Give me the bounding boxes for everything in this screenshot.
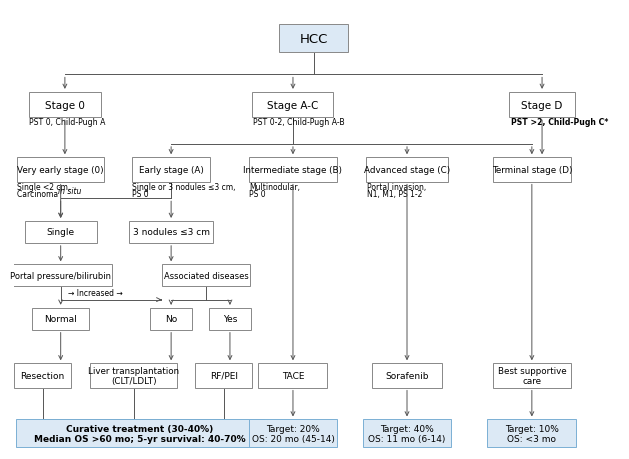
Text: Advanced stage (C): Advanced stage (C) <box>364 166 450 174</box>
Bar <box>129 221 213 243</box>
Bar <box>487 420 576 447</box>
Bar <box>493 158 571 182</box>
Text: Portal invasion,: Portal invasion, <box>367 183 426 192</box>
Text: Sorafenib: Sorafenib <box>385 371 429 380</box>
Text: Yes: Yes <box>223 314 237 324</box>
Bar <box>509 93 575 118</box>
Text: PS 0: PS 0 <box>132 190 148 199</box>
Text: Terminal stage (D): Terminal stage (D) <box>492 166 572 174</box>
Bar <box>279 24 348 53</box>
Bar <box>17 158 104 182</box>
Bar <box>252 93 333 118</box>
Bar <box>16 420 264 447</box>
Bar <box>162 265 250 287</box>
Bar <box>259 364 328 388</box>
Text: Resection: Resection <box>21 371 65 380</box>
Text: PST 0, Child-Pugh A: PST 0, Child-Pugh A <box>29 118 105 127</box>
Text: Single: Single <box>47 228 75 237</box>
Text: Best supportive
care: Best supportive care <box>498 366 566 385</box>
Text: Target: 10%
OS: <3 mo: Target: 10% OS: <3 mo <box>505 424 559 443</box>
Bar <box>150 308 192 330</box>
Bar <box>209 308 251 330</box>
Text: Stage D: Stage D <box>521 101 563 110</box>
Text: Intermediate stage (B): Intermediate stage (B) <box>243 166 342 174</box>
Bar <box>196 364 252 388</box>
Text: PST >2, Child-Pugh C*: PST >2, Child-Pugh C* <box>511 118 608 127</box>
Bar <box>493 364 571 388</box>
Text: No: No <box>165 314 177 324</box>
Text: PST 0-2, Child-Pugh A-B: PST 0-2, Child-Pugh A-B <box>253 118 345 127</box>
Text: Stage A-C: Stage A-C <box>267 101 319 110</box>
Text: Stage 0: Stage 0 <box>45 101 85 110</box>
Bar <box>9 265 113 287</box>
Text: Early stage (A): Early stage (A) <box>138 166 204 174</box>
Text: Curative treatment (30-40%)
Median OS >60 mo; 5-yr survival: 40-70%: Curative treatment (30-40%) Median OS >6… <box>34 424 246 443</box>
Text: Multinodular,: Multinodular, <box>249 183 300 192</box>
Text: Liver transplantation
(CLT/LDLT): Liver transplantation (CLT/LDLT) <box>88 366 179 385</box>
Text: Carcinoma: Carcinoma <box>17 190 60 199</box>
Text: Single or 3 nodules ≤3 cm,: Single or 3 nodules ≤3 cm, <box>132 183 236 192</box>
Text: in situ: in situ <box>58 186 81 195</box>
Bar <box>248 158 337 182</box>
Bar <box>362 420 452 447</box>
Text: Very early stage (0): Very early stage (0) <box>18 166 104 174</box>
Bar <box>25 221 97 243</box>
Bar <box>372 364 442 388</box>
Text: PS 0: PS 0 <box>249 190 266 199</box>
Bar <box>367 158 447 182</box>
Bar <box>14 364 71 388</box>
Text: Single <2 cm,: Single <2 cm, <box>17 183 70 192</box>
Text: Target: 40%
OS: 11 mo (6-14): Target: 40% OS: 11 mo (6-14) <box>369 424 446 443</box>
Bar <box>132 158 210 182</box>
Text: → Increased →: → Increased → <box>68 288 123 297</box>
Bar <box>32 308 89 330</box>
Text: TACE: TACE <box>282 371 304 380</box>
Text: N1, M1, PS 1-2: N1, M1, PS 1-2 <box>367 190 422 199</box>
Text: HCC: HCC <box>300 33 328 45</box>
Text: Portal pressure/bilirubin: Portal pressure/bilirubin <box>10 271 111 280</box>
Text: Target: 20%
OS: 20 mo (45-14): Target: 20% OS: 20 mo (45-14) <box>252 424 335 443</box>
Text: Associated diseases: Associated diseases <box>164 271 248 280</box>
Bar <box>29 93 101 118</box>
Bar <box>91 364 177 388</box>
Text: Normal: Normal <box>44 314 77 324</box>
Text: RF/PEI: RF/PEI <box>210 371 238 380</box>
Bar <box>248 420 337 447</box>
Text: 3 nodules ≤3 cm: 3 nodules ≤3 cm <box>133 228 209 237</box>
